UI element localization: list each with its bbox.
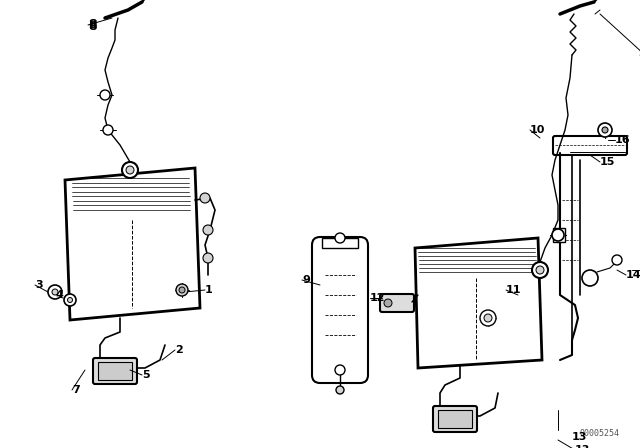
Circle shape [103, 125, 113, 135]
Text: 12: 12 [370, 293, 385, 303]
Circle shape [48, 285, 62, 299]
Circle shape [532, 262, 548, 278]
Text: 7: 7 [72, 385, 80, 395]
Circle shape [582, 270, 598, 286]
Text: 8: 8 [88, 20, 97, 33]
Circle shape [200, 193, 210, 203]
Text: 8: 8 [88, 18, 97, 31]
Text: 10: 10 [530, 125, 545, 135]
Circle shape [100, 90, 110, 100]
Bar [438, 410, 472, 428]
Circle shape [552, 229, 564, 241]
Circle shape [52, 289, 58, 295]
Circle shape [484, 314, 492, 322]
Bar [553, 228, 565, 242]
Polygon shape [415, 238, 542, 368]
Circle shape [203, 225, 213, 235]
Text: 3: 3 [35, 280, 43, 290]
Circle shape [122, 162, 138, 178]
FancyBboxPatch shape [380, 294, 414, 312]
Circle shape [536, 266, 544, 274]
Text: 16: 16 [615, 135, 630, 145]
FancyBboxPatch shape [553, 136, 627, 155]
Circle shape [602, 127, 608, 133]
Circle shape [384, 299, 392, 307]
Text: 13: 13 [572, 432, 588, 442]
FancyBboxPatch shape [93, 358, 137, 384]
Polygon shape [65, 168, 200, 320]
Circle shape [480, 310, 496, 326]
Text: 15: 15 [600, 157, 616, 167]
Text: 9: 9 [302, 275, 310, 285]
Circle shape [612, 255, 622, 265]
Bar [322, 238, 358, 248]
Circle shape [176, 284, 188, 296]
Circle shape [598, 123, 612, 137]
Text: 00005254: 00005254 [580, 429, 620, 438]
Text: 11: 11 [506, 285, 522, 295]
Circle shape [203, 253, 213, 263]
Text: 14: 14 [626, 270, 640, 280]
Bar [98, 362, 132, 380]
Circle shape [335, 233, 345, 243]
Text: 4: 4 [55, 290, 63, 300]
FancyBboxPatch shape [433, 406, 477, 432]
Circle shape [336, 386, 344, 394]
Circle shape [179, 287, 185, 293]
Circle shape [335, 365, 345, 375]
Circle shape [64, 294, 76, 306]
Text: 2: 2 [175, 345, 183, 355]
FancyBboxPatch shape [312, 237, 368, 383]
Circle shape [126, 166, 134, 174]
Text: 5: 5 [142, 370, 150, 380]
Text: 13: 13 [575, 445, 590, 448]
Circle shape [67, 297, 72, 302]
Text: 8: 8 [638, 48, 640, 61]
Text: 1: 1 [205, 285, 212, 295]
